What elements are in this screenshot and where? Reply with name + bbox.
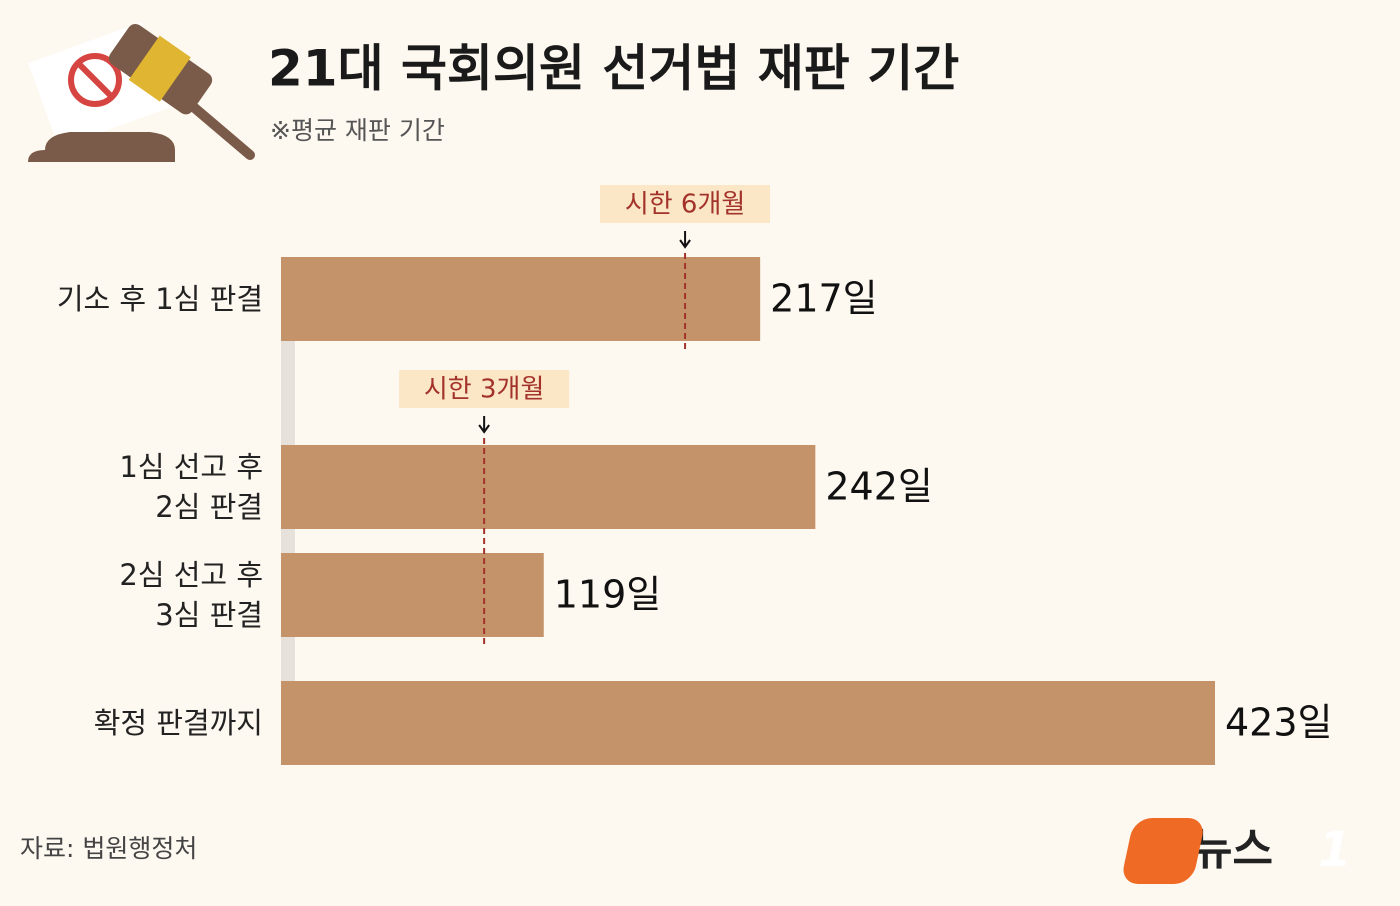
value-label: 217일 (770, 277, 878, 321)
category-label: 기소 후 1심 판결 (56, 282, 263, 316)
category-label: 확정 판결까지 (93, 706, 263, 740)
bar (281, 681, 1215, 765)
annotation-box (600, 185, 771, 223)
value-label: 242일 (825, 465, 933, 509)
value-label: 423일 (1225, 701, 1333, 745)
category-label: 2심 선고 후 3심 판결 (119, 558, 263, 632)
logo-badge-bg (1123, 818, 1203, 884)
source: 자료: 법원행정처 (20, 834, 197, 863)
logo-badge: 1 (1318, 822, 1351, 878)
bar (281, 553, 544, 637)
annotation: 시한 6개월 (600, 185, 771, 249)
annotation-label: 시한 3개월 (424, 375, 545, 405)
annotation-box (399, 370, 570, 408)
annotation-arrowhead (679, 239, 691, 249)
bar (281, 257, 761, 341)
annotation-arrowhead (478, 424, 490, 434)
annotation-label: 시한 6개월 (625, 190, 746, 220)
category-label: 1심 선고 후 2심 판결 (119, 450, 263, 524)
logo: 뉴스 1 (1123, 818, 1352, 884)
annotation: 시한 3개월 (399, 370, 570, 434)
chart-title: 21대 국회의원 선거법 재판 기간 (268, 40, 959, 98)
gavel-icon (28, 22, 255, 162)
value-label: 119일 (554, 573, 662, 617)
chart-subtitle: ※평균 재판 기간 (270, 116, 445, 145)
bar (281, 445, 816, 529)
logo-text: 뉴스 (1192, 824, 1273, 875)
